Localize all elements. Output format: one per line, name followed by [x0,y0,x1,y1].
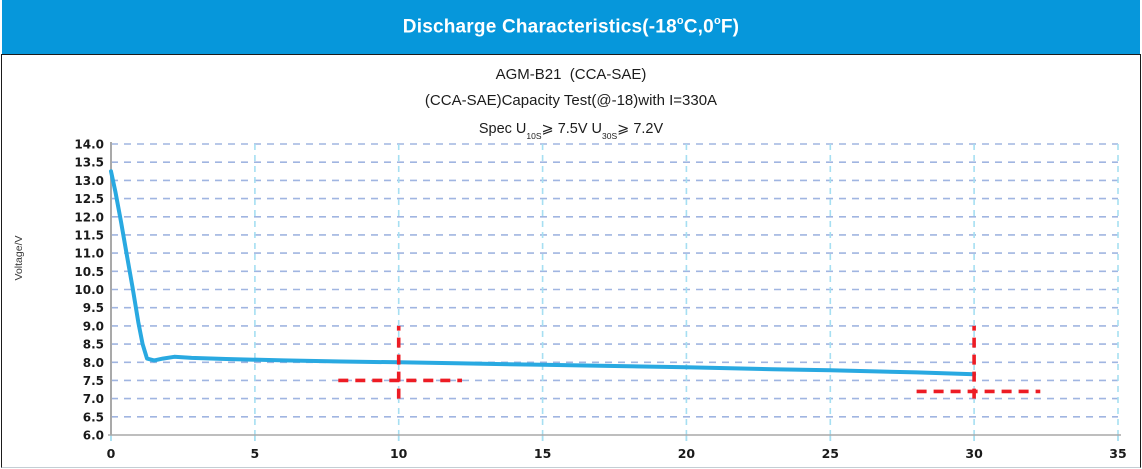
header-title-part1: Discharge Characteristics(-18 [402,16,677,38]
spec-sub-10s: 10S [526,130,542,141]
spec-part1: Spec U [478,121,527,137]
chart-header: Discharge Characteristics(-18oC,0oF) [2,0,1140,54]
chart-panel [1,54,1141,468]
spec-part2: ⩾ 7.5V U [541,121,603,137]
header-title-part2: C,0 [683,16,714,38]
spec-part3: ⩾ 7.2V [617,121,664,137]
header-title: Discharge Characteristics(-18oC,0oF) [402,14,740,38]
spec-line: Spec U10S⩾ 7.5V U30S⩾ 7.2V [0,121,1142,141]
chart-title: AGM-B21 (CCA-SAE) [495,66,647,83]
header-title-part3: F) [720,16,740,38]
degree-sup-1: o [676,14,684,27]
degree-sup-2: o [713,14,721,27]
chart-subtitle: (CCA-SAE)Capacity Test(@-18)with I=330A [424,92,718,109]
spec-sub-30s: 30S [602,130,618,141]
